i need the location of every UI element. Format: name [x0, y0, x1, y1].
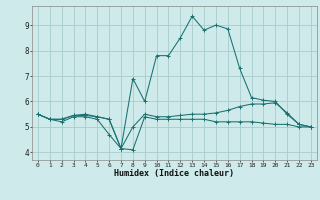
X-axis label: Humidex (Indice chaleur): Humidex (Indice chaleur): [115, 169, 234, 178]
